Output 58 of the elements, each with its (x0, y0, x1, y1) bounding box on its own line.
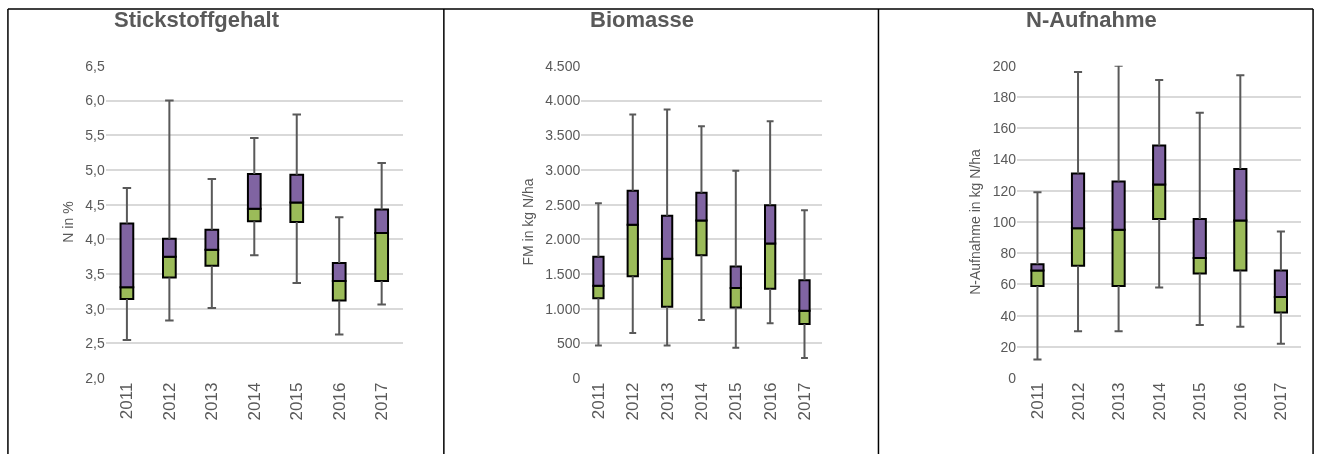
x-tick-label: 2011 (588, 382, 608, 420)
x-tick-label: 2012 (1068, 382, 1088, 421)
x-tick-label: 2011 (117, 382, 137, 420)
y-tick-label: 2.500 (545, 196, 581, 213)
y-tick-label: 2,5 (85, 335, 105, 352)
y-tick-label: 3.500 (545, 127, 581, 144)
chart-title: Stickstoffgehalt (114, 7, 280, 32)
x-tick-label: 2012 (159, 382, 179, 421)
y-axis-title: FM in kg N/ha (519, 178, 536, 266)
y-tick-label: 2,0 (85, 370, 105, 387)
y-tick-label: 100 (992, 213, 1017, 230)
y-tick-label: 2.000 (545, 231, 581, 248)
x-tick-label: 2017 (372, 382, 392, 421)
x-tick-label: 2016 (760, 382, 780, 421)
y-tick-label: 4,0 (85, 231, 105, 248)
x-tick-label: 2012 (623, 382, 643, 421)
y-tick-label: 5,0 (85, 161, 105, 178)
x-tick-label: 2016 (1230, 382, 1250, 421)
y-tick-label: 40 (1000, 307, 1017, 324)
x-tick-label: 2017 (795, 382, 815, 421)
x-tick-label: 2011 (1027, 382, 1047, 420)
y-tick-label: 5,5 (85, 127, 105, 144)
y-tick-label: 80 (1000, 245, 1017, 262)
chart-title: Biomasse (590, 7, 694, 32)
y-tick-label: 3,0 (85, 300, 105, 317)
x-tick-label: 2015 (1190, 382, 1210, 421)
y-tick-label: 140 (992, 151, 1017, 168)
x-tick-label: 2016 (329, 382, 349, 421)
chart-title: N-Aufnahme (1026, 7, 1157, 32)
y-tick-label: 3,5 (85, 265, 105, 282)
y-tick-label: 0 (1008, 370, 1017, 387)
x-tick-label: 2014 (691, 382, 711, 421)
y-tick-label: 120 (992, 182, 1017, 199)
y-tick-label: 4.500 (545, 57, 581, 74)
x-tick-label: 2015 (287, 382, 307, 421)
y-tick-label: 0 (572, 370, 581, 387)
y-tick-label: 60 (1000, 276, 1017, 293)
y-axis-title: N-Aufnahme in kg N/ha (967, 149, 984, 295)
y-tick-label: 500 (556, 335, 581, 352)
y-tick-label: 1.500 (545, 265, 581, 282)
y-tick-label: 4.000 (545, 92, 581, 109)
y-axis-title: N in % (59, 201, 76, 243)
x-tick-label: 2013 (657, 382, 677, 421)
x-tick-label: 2013 (202, 382, 222, 421)
x-tick-label: 2013 (1109, 382, 1129, 421)
x-tick-label: 2014 (244, 382, 264, 421)
x-tick-label: 2017 (1271, 382, 1291, 421)
y-tick-label: 180 (992, 88, 1017, 105)
y-tick-label: 160 (992, 120, 1017, 137)
y-tick-label: 4,5 (85, 196, 105, 213)
y-tick-label: 1.000 (545, 300, 581, 317)
x-tick-label: 2014 (1149, 382, 1169, 421)
y-tick-label: 3.000 (545, 161, 581, 178)
y-tick-label: 20 (1000, 338, 1017, 355)
x-tick-label: 2015 (726, 382, 746, 421)
y-tick-label: 6,5 (85, 57, 105, 74)
y-tick-label: 200 (992, 57, 1017, 74)
y-tick-label: 6,0 (85, 92, 105, 109)
